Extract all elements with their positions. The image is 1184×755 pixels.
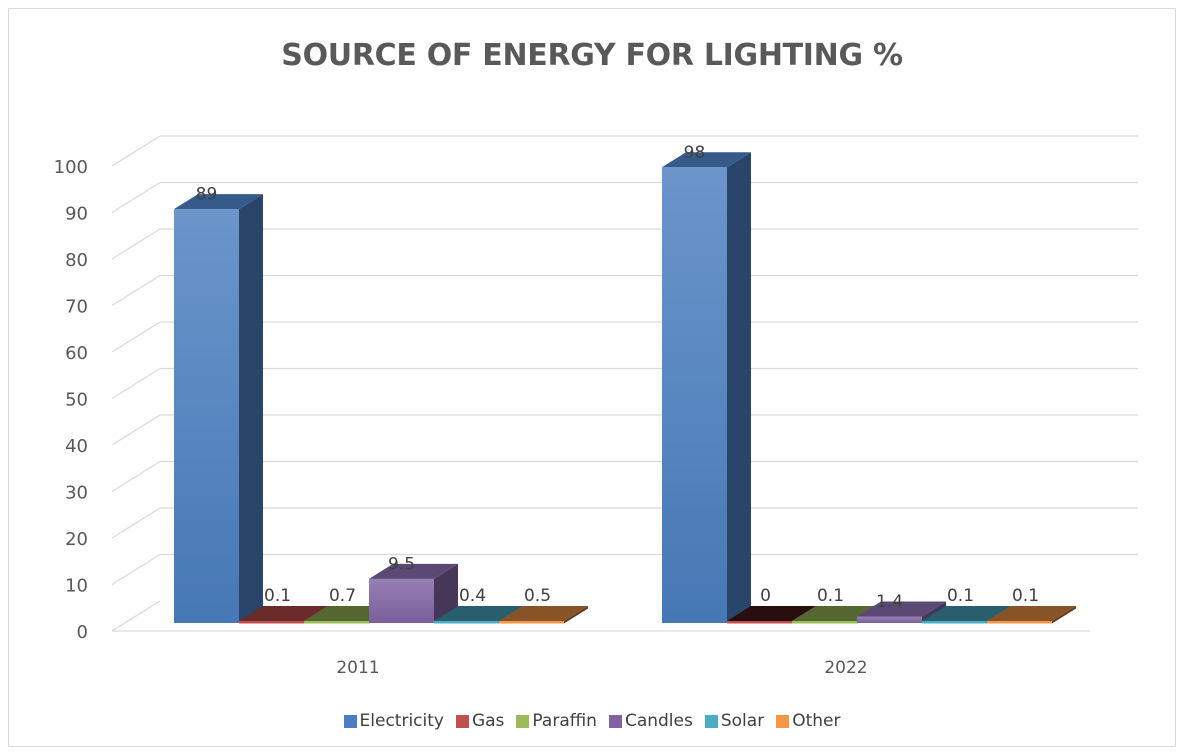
bar-top <box>662 152 751 168</box>
bar-top <box>857 601 946 617</box>
data-label: 0.1 <box>817 586 844 606</box>
gridline-side <box>111 181 161 214</box>
bar-front <box>662 167 727 624</box>
bar-top <box>434 606 523 621</box>
data-label: 0.1 <box>1012 586 1039 606</box>
data-label: 0.5 <box>524 586 551 606</box>
legend-label: Other <box>792 711 841 731</box>
bar-front <box>174 209 239 623</box>
data-label: 9.5 <box>388 554 415 574</box>
legend-item-paraffin: Paraffin <box>516 711 597 731</box>
gridline-side <box>111 321 161 353</box>
y-tick-label: 80 <box>65 250 88 271</box>
gridline-side <box>111 414 161 446</box>
gridline-side <box>111 507 161 539</box>
bar-front <box>434 621 499 624</box>
gridline-side <box>111 367 161 400</box>
legend-label: Paraffin <box>532 711 597 731</box>
bar-electricity-2022 <box>662 152 751 624</box>
bar-other-2011 <box>499 606 588 624</box>
y-tick-label: 50 <box>65 390 88 411</box>
gridline-side <box>111 274 161 307</box>
gridline-side <box>111 228 161 260</box>
data-label: 89 <box>196 185 218 205</box>
y-tick-label: 60 <box>65 343 88 364</box>
bar-side <box>434 563 458 623</box>
data-label: 1.4 <box>876 592 903 612</box>
bar-front <box>857 616 922 623</box>
legend-label: Candles <box>624 711 693 731</box>
bar-side <box>239 194 263 623</box>
gridline-side <box>111 553 161 586</box>
x-tick-label: 2022 <box>824 658 867 678</box>
bar-front <box>727 621 792 624</box>
legend-item-solar: Solar <box>704 711 765 731</box>
legend-swatch <box>704 714 718 728</box>
y-tick-label: 90 <box>65 204 88 225</box>
gridline-side <box>111 135 161 167</box>
bar-top <box>727 606 816 621</box>
data-label: 0.7 <box>329 586 356 606</box>
legend-swatch <box>455 714 469 728</box>
chart-legend: Electricity Gas Paraffin Candles Solar Other <box>0 711 1184 731</box>
legend-item-gas: Gas <box>455 711 505 731</box>
bar-other-2022 <box>987 606 1076 624</box>
gridline-side <box>111 600 161 632</box>
legend-swatch <box>608 714 622 728</box>
data-label: 98 <box>684 143 706 163</box>
bar-candles-2011 <box>369 563 458 623</box>
legend-label: Solar <box>720 711 765 731</box>
y-tick-label: 20 <box>65 529 88 550</box>
bar-top <box>369 563 458 579</box>
gridline-side <box>111 460 161 493</box>
bar-top <box>499 606 588 621</box>
bar-front <box>922 621 987 624</box>
y-tick-label: 40 <box>65 436 88 457</box>
bar-front <box>499 621 564 624</box>
bar-side <box>1052 606 1076 624</box>
y-tick-label: 100 <box>54 157 88 178</box>
chart-title: SOURCE OF ENERGY FOR LIGHTING % <box>281 38 903 73</box>
bar-top <box>987 606 1076 621</box>
bar-front <box>304 621 369 624</box>
legend-label: Gas <box>471 711 505 731</box>
y-tick-label: 30 <box>65 483 88 504</box>
bar-front <box>792 621 857 624</box>
legend-item-electricity: Electricity <box>343 711 444 731</box>
legend-label: Electricity <box>359 711 444 731</box>
bar-front <box>369 578 434 623</box>
data-label: 0.4 <box>459 586 486 606</box>
bar-front <box>987 621 1052 624</box>
legend-item-other: Other <box>776 711 840 731</box>
data-label: 0.1 <box>264 586 291 606</box>
bar-front <box>239 621 304 624</box>
bar-top <box>239 606 328 621</box>
legend-swatch <box>776 714 790 728</box>
bar-top <box>174 194 263 210</box>
data-label: 0 <box>760 586 771 606</box>
bar-side <box>727 152 751 624</box>
legend-swatch <box>343 714 357 728</box>
y-tick-label: 70 <box>65 297 88 318</box>
bar-electricity-2011 <box>174 194 263 623</box>
legend-item-candles: Candles <box>608 711 693 731</box>
y-tick-label: 10 <box>65 576 88 597</box>
bar-side <box>564 606 588 624</box>
x-tick-label: 2011 <box>336 658 379 678</box>
data-label: 0.1 <box>947 586 974 606</box>
legend-swatch <box>516 714 530 728</box>
bar-top <box>922 606 1011 621</box>
y-tick-label: 0 <box>77 622 88 643</box>
